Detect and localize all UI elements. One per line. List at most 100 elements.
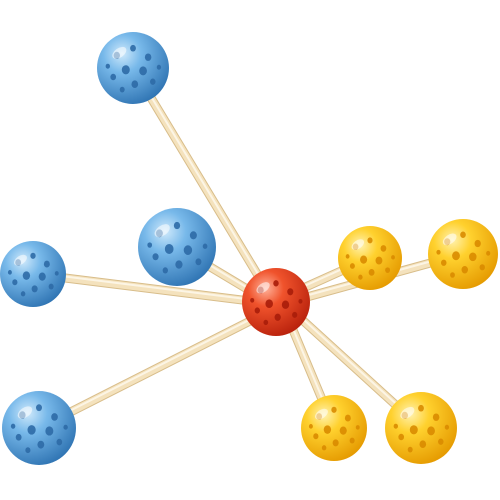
- ball-hole: [8, 270, 12, 275]
- ball-hole: [356, 425, 360, 430]
- ball-hole: [398, 434, 404, 441]
- ball-hole: [346, 254, 350, 258]
- ball-hole: [450, 272, 455, 278]
- ball-hole: [427, 426, 435, 435]
- ball-hole: [340, 427, 347, 435]
- ball-hole: [203, 244, 208, 249]
- ball-hole: [139, 66, 147, 75]
- blue-ball-1: [97, 32, 169, 104]
- ball-hole: [16, 434, 22, 441]
- ball-hole: [23, 271, 30, 279]
- ball-hole: [122, 65, 130, 74]
- ball-hole: [57, 439, 63, 446]
- ball-hole: [11, 424, 15, 429]
- ball-hole: [369, 269, 375, 276]
- ball-hole: [49, 284, 54, 290]
- ball-hole: [418, 405, 424, 412]
- yellow-ball-7: [301, 395, 367, 461]
- ball-hole: [298, 299, 302, 304]
- ball-hole: [360, 256, 367, 264]
- yellow-ball-8: [385, 392, 457, 464]
- red-center-ball: [242, 268, 310, 336]
- ball-hole: [462, 266, 468, 273]
- ball-hole: [27, 425, 35, 434]
- ball-hole: [44, 261, 50, 268]
- ball-hole: [391, 255, 395, 259]
- ball-hole: [410, 425, 418, 434]
- ball-hole: [331, 407, 336, 413]
- ball-hole: [184, 245, 192, 255]
- ball-hole: [469, 252, 477, 261]
- ball-hole: [480, 264, 485, 270]
- center-atom: [242, 268, 310, 336]
- yellow-ball-6: [428, 219, 498, 289]
- ball-hole: [475, 240, 481, 247]
- ball-hole: [51, 413, 58, 421]
- ball-hole: [37, 441, 44, 449]
- ball-hole: [110, 74, 116, 81]
- ball-hole: [265, 299, 273, 308]
- ball-hole: [250, 298, 254, 303]
- ball-hole: [32, 285, 38, 292]
- ball-hole: [157, 65, 161, 70]
- ball-hole: [195, 258, 201, 265]
- ball-hole: [273, 280, 278, 286]
- ball-hole: [130, 45, 136, 52]
- ball-hole: [145, 53, 151, 60]
- yellow-ball-5: [338, 226, 402, 290]
- ball-hole: [445, 425, 449, 430]
- ball-hole: [452, 251, 460, 260]
- ball-hole: [486, 251, 490, 256]
- ball-hole: [131, 80, 138, 88]
- ball-hole: [358, 275, 362, 280]
- ball-hole: [408, 447, 413, 453]
- ball-hole: [55, 271, 59, 276]
- ball-hole: [147, 242, 152, 247]
- ball-hole: [39, 273, 46, 281]
- ball-hole: [36, 404, 42, 411]
- ball-hole: [25, 447, 30, 453]
- ball-hole: [287, 288, 293, 295]
- ball-hole: [190, 231, 197, 239]
- ball-hole: [255, 307, 260, 313]
- blue-ball-3: [0, 241, 66, 307]
- ball-hole: [394, 424, 398, 429]
- ball-hole: [152, 253, 158, 260]
- ball-hole: [313, 433, 318, 439]
- ball-hole: [150, 79, 156, 85]
- ball-hole: [12, 279, 17, 285]
- ball-hole: [163, 267, 168, 273]
- ball-hole: [381, 245, 387, 252]
- ball-hole: [165, 244, 174, 254]
- ball-hole: [350, 263, 355, 269]
- ball-hole: [433, 413, 439, 420]
- ball-hole: [385, 267, 390, 273]
- connector-rod-highlight: [39, 317, 256, 427]
- ball-hole: [322, 445, 327, 450]
- ball-hole: [309, 424, 313, 429]
- ball-hole: [350, 438, 355, 444]
- ball-hole: [275, 314, 281, 321]
- blue-ball-4: [2, 391, 76, 465]
- ball-hole: [63, 425, 67, 430]
- ball-hole: [460, 231, 466, 238]
- ball-hole: [292, 312, 297, 318]
- ball-hole: [438, 439, 444, 445]
- ball-hole: [345, 415, 351, 422]
- ball-hole: [436, 250, 440, 255]
- ball-hole: [441, 260, 447, 266]
- ball-hole: [45, 426, 53, 435]
- ball-hole: [106, 64, 110, 69]
- ball-hole: [419, 440, 426, 448]
- ball-hole: [367, 237, 372, 243]
- ball-hole: [30, 253, 35, 259]
- ball-hole: [175, 260, 182, 268]
- ball-hole: [333, 439, 339, 446]
- ball-hole: [376, 257, 383, 265]
- ball-hole: [263, 320, 268, 325]
- ball-hole: [21, 291, 26, 296]
- ball-hole: [120, 87, 125, 93]
- ball-hole: [174, 222, 180, 229]
- ball-hole: [282, 301, 289, 309]
